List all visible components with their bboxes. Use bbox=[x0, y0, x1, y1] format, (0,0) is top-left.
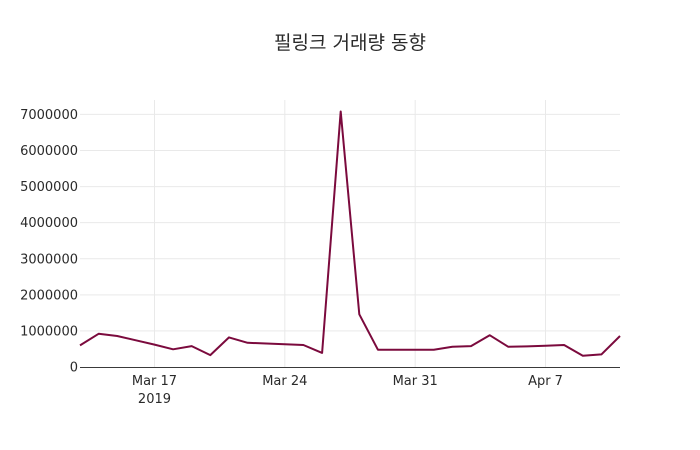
y-tick-label: 0 bbox=[70, 361, 78, 376]
chart-title: 필링크 거래량 동향 bbox=[274, 32, 426, 54]
x-tick-label: Mar 24 bbox=[262, 374, 307, 389]
y-tick-label: 7000000 bbox=[20, 108, 78, 123]
series-line bbox=[79, 110, 621, 357]
x-tick-label: Mar 17 bbox=[132, 374, 177, 389]
x-tick-year-label: 2019 bbox=[138, 392, 171, 407]
y-tick-label: 5000000 bbox=[20, 180, 78, 195]
x-tick-label: Apr 7 bbox=[528, 374, 563, 389]
x-tick-label: Mar 31 bbox=[393, 374, 438, 389]
y-tick-label: 3000000 bbox=[20, 252, 78, 267]
series-line-group bbox=[79, 110, 621, 357]
y-tick-label: 2000000 bbox=[20, 288, 78, 303]
y-axis-ticks: 0 1000000 2000000 3000000 4000000 5000000 6000… bbox=[20, 108, 78, 376]
y-tick-label: 6000000 bbox=[20, 144, 78, 159]
y-tick-label: 1000000 bbox=[20, 324, 78, 339]
grid bbox=[80, 100, 620, 367]
x-axis-ticks: Mar 17 2019 Mar 24 Mar 31 Apr 7 bbox=[132, 374, 563, 407]
y-tick-label: 4000000 bbox=[20, 216, 78, 231]
